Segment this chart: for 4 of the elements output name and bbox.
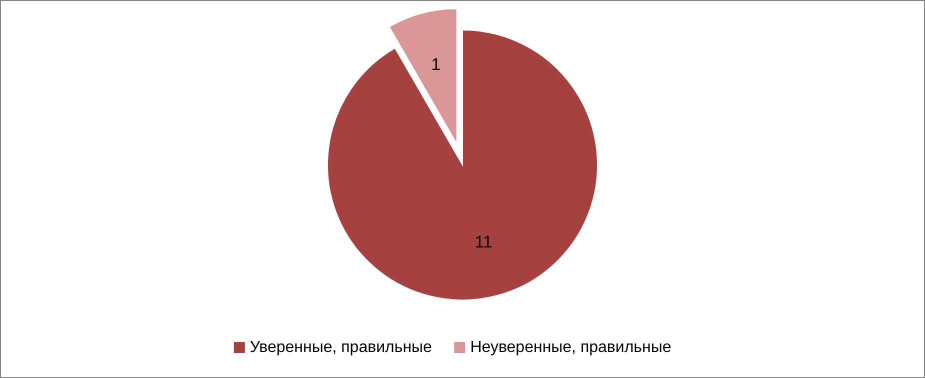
data-label: 11 bbox=[474, 232, 492, 252]
legend-label: Уверенные, правильные bbox=[250, 339, 432, 356]
legend-label: Неуверенные, правильные bbox=[470, 339, 672, 356]
data-label: 1 bbox=[431, 54, 441, 74]
